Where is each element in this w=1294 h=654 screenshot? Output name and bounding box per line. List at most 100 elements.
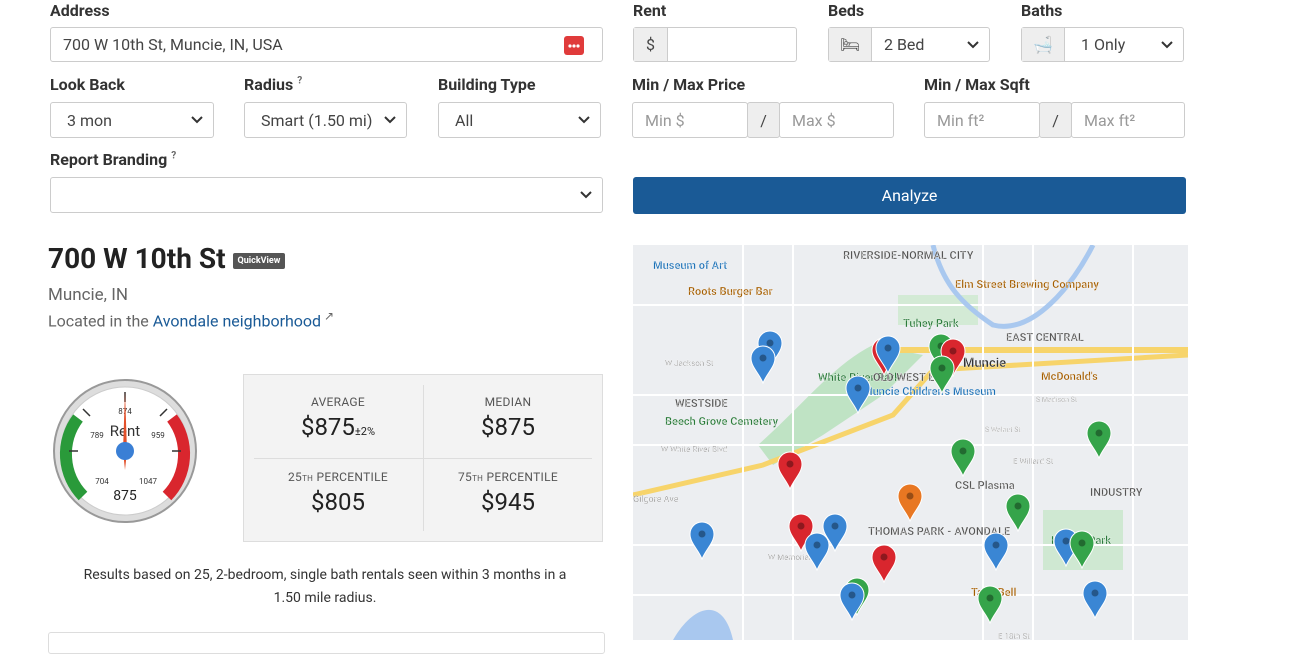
text: Radius [244, 75, 294, 94]
map-pin [929, 355, 955, 395]
pin-dot [813, 541, 821, 549]
property-title: 700 W 10th St QuickView [48, 242, 286, 275]
map-pin [1086, 420, 1112, 460]
map-label: Tuhey Park [903, 317, 959, 330]
map-label: S Walnut St [985, 426, 1021, 434]
analyze-button[interactable]: Analyze [633, 177, 1186, 214]
pin-dot [766, 339, 774, 347]
branding-select[interactable] [50, 177, 603, 213]
map-label: RIVERSIDE-NORMAL CITY [843, 249, 974, 262]
map-pin [777, 451, 803, 491]
map-pin [822, 513, 848, 553]
chevron [967, 40, 979, 48]
gauge-tick: 1047 [139, 477, 157, 486]
radius-select[interactable]: Smart (1.50 mi) [244, 102, 407, 138]
label: Min / Max Price [632, 75, 746, 94]
map-pin [983, 532, 1009, 572]
text: All [455, 110, 474, 130]
stat-value: $945 [481, 488, 535, 516]
text: 700 W 10th St, Muncie, IN, USA [63, 35, 283, 54]
map-label: CSL Plasma [955, 479, 1015, 492]
text: 75 [458, 470, 473, 484]
map-pin [804, 532, 830, 572]
map-pin [950, 438, 976, 478]
addon: 🛏 [829, 28, 872, 61]
badge[interactable]: QuickView [232, 252, 286, 269]
text: TH [472, 474, 484, 483]
map-pin [839, 582, 865, 622]
map-pin [1069, 530, 1095, 570]
map[interactable]: RIVERSIDE-NORMAL CITY Museum of Art Roots … [633, 245, 1188, 640]
map-label: WESTSIDE [675, 397, 728, 410]
map-label: W White River Blvd [661, 445, 727, 454]
max-sqft-input[interactable]: Max ft² [1071, 102, 1185, 138]
beds-select[interactable]: 🛏 2 Bed [828, 27, 990, 62]
baths-select[interactable]: 🛁 1 Only [1021, 27, 1184, 62]
stat-label: AVERAGE [310, 395, 366, 409]
map-pin [1082, 580, 1108, 620]
summary: Results based on 25, 2-bedroom, single b… [83, 567, 567, 606]
pin-dot [1014, 502, 1022, 510]
look-back-select[interactable]: 3 mon [50, 102, 214, 138]
map-pin [897, 483, 923, 523]
address-input[interactable]: 700 W 10th St, Muncie, IN, USA [50, 27, 603, 62]
max-price-input[interactable]: Max $ [779, 102, 894, 138]
map-label: OLD WEST END [873, 371, 949, 384]
map-label: W Memorial Dr [768, 553, 821, 562]
map-label: EAST CENTRAL [1006, 331, 1084, 344]
chevron [1161, 40, 1173, 48]
map-label: Roots Burger Bar [688, 285, 773, 298]
label: Rent [633, 1, 667, 20]
average: AVERAGE $875±2% [248, 395, 428, 441]
placeholder: Min ft² [937, 110, 985, 130]
label: Radius ? [244, 75, 302, 94]
text: PERCENTILE [486, 470, 558, 484]
separator: / [1039, 102, 1072, 138]
map-label: THOMAS PARK - AVONDALE [868, 525, 1010, 538]
text: 2 Bed [884, 35, 925, 54]
placeholder: Min $ [645, 110, 685, 130]
note: ±2% [354, 425, 376, 438]
stat-value: $875±2% [248, 413, 428, 441]
stat-value: $805 [311, 488, 365, 516]
map-label: Elm Street Brewing Company [955, 278, 1099, 291]
map-label: McDonald's [1041, 370, 1098, 383]
page: Address 700 W 10th St, Muncie, IN, USA R… [48, 1, 1188, 654]
map-label: Beech Grove Cemetery [665, 415, 779, 428]
p75: 75TH PERCENTILE $945 [418, 470, 598, 516]
help-icon[interactable]: ? [171, 150, 177, 162]
map-label: Muncie [963, 356, 1006, 371]
pin-dot [797, 522, 805, 530]
gauge: Rent 789 874 959 704 1047 875 [53, 379, 197, 523]
map-label: E Willard St [1013, 457, 1054, 466]
map-label: E 18th St [998, 632, 1030, 640]
pin-dot [992, 541, 1000, 549]
placeholder: Max ft² [1084, 110, 1136, 130]
map-pin [871, 544, 897, 584]
label: Baths [1021, 1, 1063, 20]
text: 3 mon [67, 110, 112, 130]
text: Located in the [48, 311, 149, 331]
map-pin [1005, 493, 1031, 533]
map-pin [977, 585, 1003, 625]
addon: 🛁 [1022, 28, 1065, 61]
neighborhood-link[interactable]: Avondale neighborhood [152, 311, 322, 331]
text: PERCENTILE [316, 470, 388, 484]
help-icon[interactable]: ? [297, 75, 303, 87]
addon: $ [634, 28, 668, 61]
building-type-select[interactable]: All [438, 102, 601, 138]
pin-dot [1091, 589, 1099, 597]
rent-input[interactable]: $ [633, 27, 797, 62]
min-price-input[interactable]: Min $ [632, 102, 748, 138]
pin-dot [880, 553, 888, 561]
map-pin [845, 375, 871, 415]
p25: 25TH PERCENTILE $805 [248, 470, 428, 516]
text: 700 W 10th St [48, 242, 226, 275]
label: Building Type [438, 75, 536, 94]
pin-dot [759, 354, 767, 362]
min-sqft-input[interactable]: Min ft² [924, 102, 1040, 138]
pin-dot [786, 460, 794, 468]
pin-dot [1062, 537, 1070, 545]
gauge-tick: 789 [90, 431, 104, 440]
map-label: S Madison St [1036, 396, 1078, 404]
